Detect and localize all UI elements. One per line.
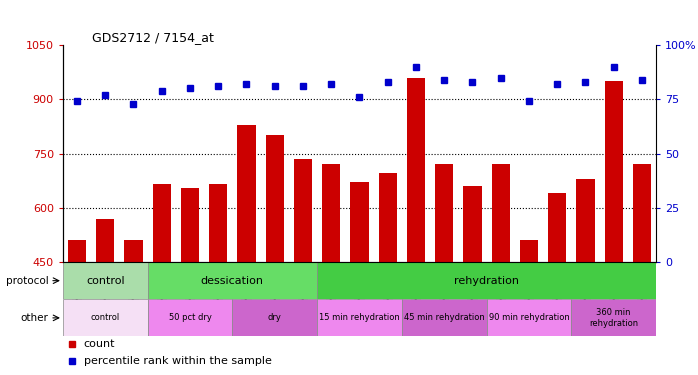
Bar [265, 135, 284, 262]
Bar [378, 173, 397, 262]
Bar [491, 164, 510, 262]
Bar [181, 188, 199, 262]
Text: count: count [84, 339, 115, 349]
Bar [147, 262, 317, 299]
Bar [317, 299, 402, 336]
Text: protocol: protocol [6, 276, 49, 286]
Bar [294, 159, 312, 262]
Bar [633, 164, 651, 262]
Bar [577, 179, 595, 262]
Bar [487, 299, 572, 336]
Bar [237, 124, 255, 262]
Bar [435, 164, 454, 262]
Text: rehydration: rehydration [454, 276, 519, 286]
Bar [209, 184, 228, 262]
Bar [350, 183, 369, 262]
Bar [147, 299, 232, 336]
Text: dry: dry [268, 314, 282, 322]
Text: control: control [91, 314, 120, 322]
Bar [604, 81, 623, 262]
Text: 90 min rehydration: 90 min rehydration [489, 314, 570, 322]
Text: percentile rank within the sample: percentile rank within the sample [84, 356, 272, 366]
Bar [153, 184, 171, 262]
Bar [548, 194, 566, 262]
Text: 45 min rehydration: 45 min rehydration [404, 314, 484, 322]
Bar [232, 299, 317, 336]
Bar [124, 240, 142, 262]
Text: 360 min
rehydration: 360 min rehydration [589, 308, 638, 328]
Text: 50 pct dry: 50 pct dry [168, 314, 211, 322]
Text: dessication: dessication [201, 276, 264, 286]
Bar [407, 78, 425, 262]
Text: control: control [86, 276, 124, 286]
Bar [317, 262, 656, 299]
Bar [96, 219, 114, 262]
Bar [402, 299, 487, 336]
Text: other: other [21, 313, 49, 323]
Text: GDS2712 / 7154_at: GDS2712 / 7154_at [92, 31, 214, 44]
Bar [322, 164, 341, 262]
Text: 15 min rehydration: 15 min rehydration [319, 314, 400, 322]
Bar [68, 240, 86, 262]
Bar [63, 262, 147, 299]
Bar [463, 186, 482, 262]
Bar [63, 299, 147, 336]
Bar [572, 299, 656, 336]
Bar [520, 240, 538, 262]
